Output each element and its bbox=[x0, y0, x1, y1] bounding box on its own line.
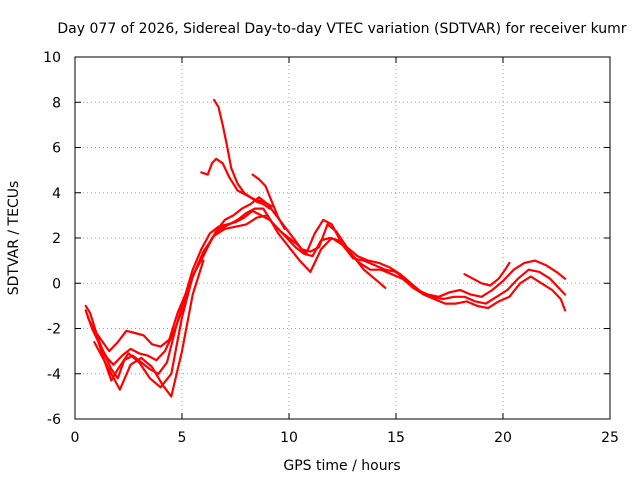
y-tick-label: 4 bbox=[52, 186, 61, 202]
series-line-series-5 bbox=[93, 259, 205, 398]
series-line-series-7 bbox=[200, 157, 273, 208]
series-line-series-9 bbox=[463, 261, 511, 287]
chart-title: Day 077 of 2026, Sidereal Day-to-day VTE… bbox=[57, 21, 626, 37]
y-tick-label: -4 bbox=[47, 367, 61, 383]
x-axis-label: GPS time / hours bbox=[283, 458, 400, 474]
y-tick-label: 6 bbox=[52, 141, 61, 157]
x-tick-label: 0 bbox=[71, 430, 80, 446]
axis-ticks: 0 5 10 15 20 25 -6 -4 -2 0 2 4 6 8 10 bbox=[43, 50, 619, 446]
y-tick-label: -2 bbox=[47, 322, 61, 338]
series-line-series-8 bbox=[251, 173, 286, 230]
x-tick-label: 25 bbox=[601, 430, 619, 446]
y-axis-label: SDTVAR / TECUs bbox=[6, 181, 22, 296]
y-tick-label: -6 bbox=[47, 412, 61, 428]
x-tick-label: 15 bbox=[387, 430, 405, 446]
x-tick-label: 5 bbox=[178, 430, 187, 446]
grid bbox=[75, 57, 610, 419]
y-tick-label: 0 bbox=[52, 276, 61, 292]
y-tick-label: 10 bbox=[43, 50, 61, 66]
series-line-series-2 bbox=[86, 196, 567, 366]
x-tick-label: 20 bbox=[494, 430, 512, 446]
series-line-series-4 bbox=[84, 214, 387, 389]
series-group bbox=[84, 98, 567, 398]
y-tick-label: 2 bbox=[52, 231, 61, 247]
series-line-series-6 bbox=[213, 98, 271, 210]
x-tick-label: 10 bbox=[280, 430, 298, 446]
y-tick-label: 8 bbox=[52, 95, 61, 111]
